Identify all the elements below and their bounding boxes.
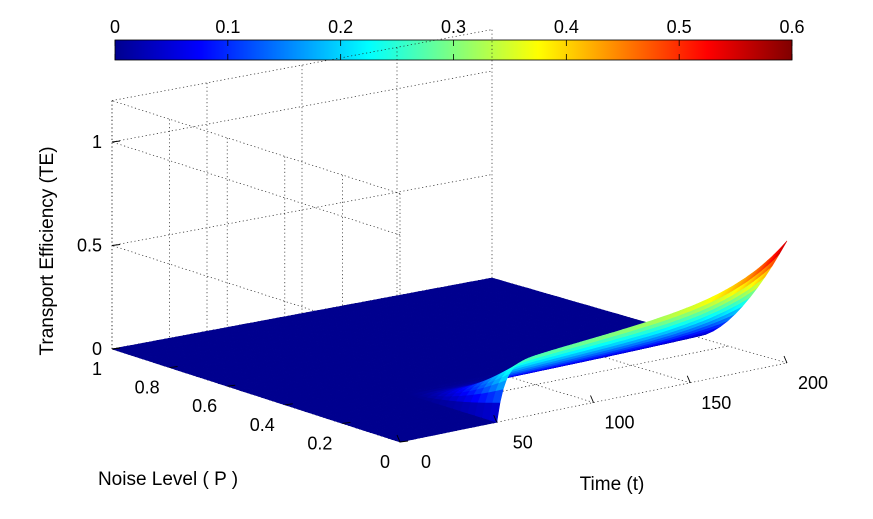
z-tick-label: 0.5 [77,236,102,256]
y-tick-label: 0.2 [307,433,332,453]
side-wall-grid-line [111,141,401,236]
y-tick-mark [399,440,409,443]
colorbar-tick-label: 0 [110,17,120,37]
colorbar-tick-label: 0.3 [441,17,466,37]
y-tick-mark [169,366,178,369]
side-wall-grid-line [111,100,401,194]
x-tick-label: 100 [604,413,634,433]
colorbar-tick-label: 0.6 [779,17,804,37]
colorbar-tick-label: 0.1 [215,17,240,37]
surface-patch [776,240,788,258]
y-tick-label: 0.6 [192,396,217,416]
x-tick-label: 0 [421,452,431,472]
y-axis-title: Noise Level ( P ) [98,469,238,490]
y-tick-label: 1 [92,359,102,379]
z-tick-label: 0 [92,339,102,359]
y-tick-label: 0 [380,452,390,472]
x-tick-mark [590,395,594,403]
colorbar-tick-label: 0.2 [328,17,353,37]
x-tick-mark [396,434,401,443]
x-tick-label: 150 [701,393,731,413]
y-tick-mark [111,347,121,350]
surface-mesh [111,240,788,443]
z-tick-label: 1 [92,132,102,152]
colorbar: 0 0.1 0.2 0.3 0.4 0.5 0.6 [110,17,805,61]
x-tick-mark [493,415,498,423]
x-axis-title: Time (t) [580,474,645,495]
x-tick-mark [686,375,691,383]
x-tick-label: 50 [513,432,533,452]
colorbar-tick-label: 0.4 [554,17,579,37]
z-tick-mark [111,244,121,246]
y-tick-label: 0.8 [135,378,160,398]
y-tick-mark [284,403,293,406]
y-tick-mark [227,384,236,387]
x-tick-label: 200 [798,373,828,393]
y-tick-mark [342,421,351,424]
y-tick-label: 0.4 [250,415,275,435]
z-axis-title: Transport Efficiency (TE) [37,146,58,355]
colorbar-tick-label: 0.5 [667,17,692,37]
z-tick-mark [111,140,121,143]
x-tick-mark [783,355,788,364]
